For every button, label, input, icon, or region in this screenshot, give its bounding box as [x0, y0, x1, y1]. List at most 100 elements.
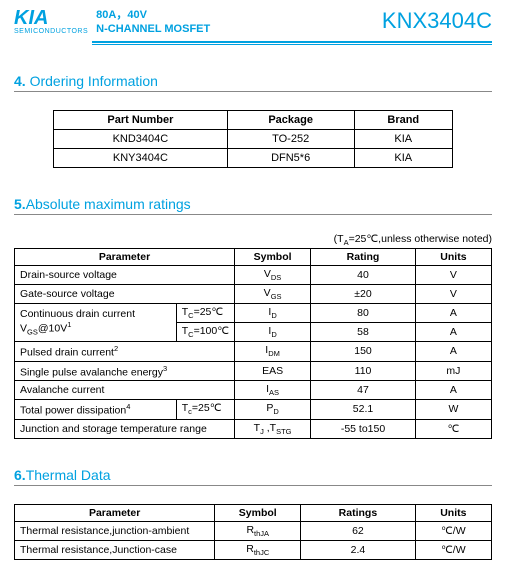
param-cell: Total power dissipation4 [15, 400, 177, 420]
param-cell: Thermal resistance,junction-ambient [15, 521, 215, 540]
table-row: Junction and storage temperature range T… [15, 419, 492, 438]
rating-cell: 58 [311, 322, 416, 341]
section-ordering-title: 4. Ordering Information [14, 73, 492, 92]
cell: KIA [354, 148, 452, 167]
cond-cell: TC=25℃ [176, 303, 234, 322]
table-row: Total power dissipation4 Tc=25℃ PD 52.1 … [15, 400, 492, 420]
units-cell: A [415, 381, 491, 400]
page-header: KIA SEMICONDUCTORS 80A，40V N-CHANNEL MOS… [14, 8, 492, 37]
cell: DFN5*6 [227, 148, 354, 167]
rating-cell: -55 to150 [311, 419, 416, 438]
rating-cell: 40 [311, 265, 416, 284]
units-cell: A [415, 342, 491, 362]
symbol-cell: EAS [235, 361, 311, 381]
units-cell: ℃/W [415, 540, 491, 559]
param-cell: Gate-source voltage [15, 284, 235, 303]
header-part-number: KNX3404C [382, 8, 492, 34]
rating-cell: 80 [311, 303, 416, 322]
cell: TO-252 [227, 129, 354, 148]
param-cell: Thermal resistance,Junction-case [15, 540, 215, 559]
col-header: Symbol [235, 248, 311, 265]
symbol-cell: PD [235, 400, 311, 420]
section-num: 5. [14, 196, 26, 212]
cond-cell: Tc=25℃ [176, 400, 234, 420]
symbol-cell: VGS [235, 284, 311, 303]
ordering-table: Part Number Package Brand KND3404C TO-25… [53, 110, 453, 168]
table-row: Thermal resistance,junction-ambient RthJ… [15, 521, 492, 540]
symbol-cell: TJ ,TSTG [235, 419, 311, 438]
units-cell: V [415, 284, 491, 303]
units-cell: ℃/W [415, 521, 491, 540]
param-cell: Drain-source voltage [15, 265, 235, 284]
table-row: KNY3404C DFN5*6 KIA [54, 148, 453, 167]
logo-block: KIA SEMICONDUCTORS [14, 8, 88, 35]
cond-cell: TC=100℃ [176, 322, 234, 341]
cell: KNY3404C [54, 148, 228, 167]
param-cell: Junction and storage temperature range [15, 419, 235, 438]
section-num: 4. [14, 73, 26, 89]
col-header: Package [227, 110, 354, 129]
section-label: Thermal Data [26, 467, 111, 483]
col-header: Parameter [15, 504, 215, 521]
ratings-table: Parameter Symbol Rating Units Drain-sour… [14, 248, 492, 439]
symbol-cell: IDM [235, 342, 311, 362]
cell: KIA [354, 129, 452, 148]
header-title-col: 80A，40V N-CHANNEL MOSFET [96, 8, 374, 37]
section-thermal-title: 6.Thermal Data [14, 467, 492, 486]
table-header-row: Parameter Symbol Ratings Units [15, 504, 492, 521]
section-underline [14, 485, 492, 486]
table-row: Avalanche current IAS 47 A [15, 381, 492, 400]
col-header: Ratings [301, 504, 415, 521]
col-header: Units [415, 248, 491, 265]
rating-cell: 47 [311, 381, 416, 400]
header-spec-l2: N-CHANNEL MOSFET [96, 22, 374, 36]
section-label: Absolute maximum ratings [26, 196, 191, 212]
col-header: Rating [311, 248, 416, 265]
cell: KND3404C [54, 129, 228, 148]
section-underline [14, 214, 492, 215]
table-row: KND3404C TO-252 KIA [54, 129, 453, 148]
rating-cell: 150 [311, 342, 416, 362]
header-spec-l1: 80A，40V [96, 8, 374, 22]
param-cell: Pulsed drain current2 [15, 342, 235, 362]
units-cell: A [415, 303, 491, 322]
param-cell: Single pulse avalanche energy3 [15, 361, 235, 381]
param-cell: Continuous drain current VGS@10V1 [15, 303, 177, 341]
symbol-cell: RthJC [215, 540, 301, 559]
section-underline [14, 91, 492, 92]
ratings-condition-note: (TA=25℃,unless otherwise noted) [14, 233, 492, 247]
section-ratings-title: 5.Absolute maximum ratings [14, 196, 492, 215]
logo-text: KIA [14, 8, 88, 28]
rating-cell: 110 [311, 361, 416, 381]
table-row: Gate-source voltage VGS ±20 V [15, 284, 492, 303]
units-cell: V [415, 265, 491, 284]
col-header: Units [415, 504, 491, 521]
rating-cell: ±20 [311, 284, 416, 303]
symbol-cell: IAS [235, 381, 311, 400]
units-cell: ℃ [415, 419, 491, 438]
units-cell: W [415, 400, 491, 420]
col-header: Part Number [54, 110, 228, 129]
table-row: Single pulse avalanche energy3 EAS 110 m… [15, 361, 492, 381]
header-rule [92, 41, 492, 45]
table-header-row: Part Number Package Brand [54, 110, 453, 129]
thermal-table: Parameter Symbol Ratings Units Thermal r… [14, 504, 492, 560]
col-header: Symbol [215, 504, 301, 521]
table-header-row: Parameter Symbol Rating Units [15, 248, 492, 265]
col-header: Brand [354, 110, 452, 129]
section-num: 6. [14, 467, 26, 483]
symbol-cell: VDS [235, 265, 311, 284]
symbol-cell: ID [235, 303, 311, 322]
logo-subtext: SEMICONDUCTORS [14, 28, 88, 35]
rating-cell: 2.4 [301, 540, 415, 559]
units-cell: A [415, 322, 491, 341]
table-row: Pulsed drain current2 IDM 150 A [15, 342, 492, 362]
table-row: Continuous drain current VGS@10V1 TC=25℃… [15, 303, 492, 322]
units-cell: mJ [415, 361, 491, 381]
param-cell: Avalanche current [15, 381, 235, 400]
rating-cell: 52.1 [311, 400, 416, 420]
table-row: Drain-source voltage VDS 40 V [15, 265, 492, 284]
table-row: Thermal resistance,Junction-case RthJC 2… [15, 540, 492, 559]
symbol-cell: ID [235, 322, 311, 341]
symbol-cell: RthJA [215, 521, 301, 540]
